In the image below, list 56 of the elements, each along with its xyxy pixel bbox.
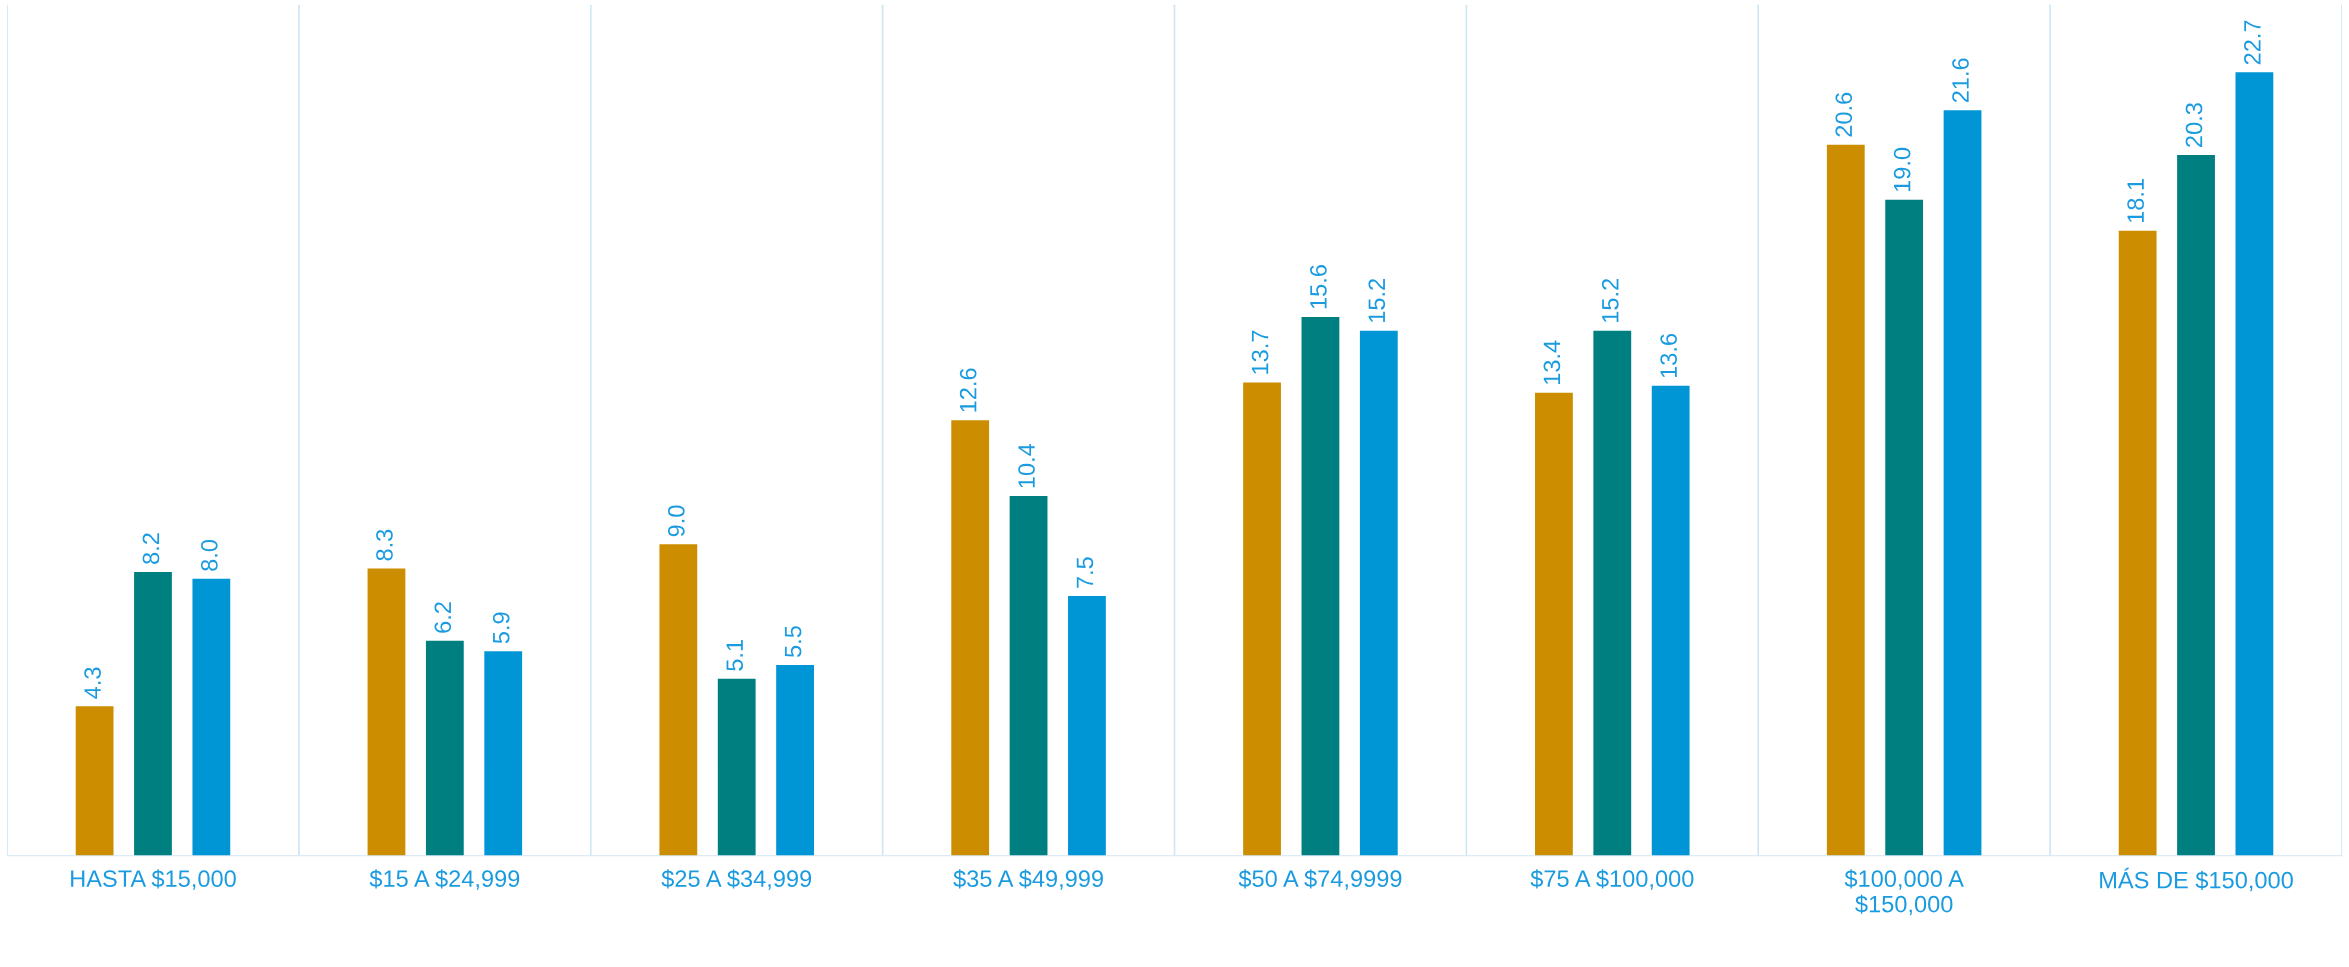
data-label: 19.0	[1893, 147, 1911, 192]
bar	[951, 420, 990, 856]
data-label: 8.0	[200, 539, 218, 571]
data-label: 22.7	[2244, 20, 2261, 65]
bar	[1068, 596, 1106, 856]
x-tick-label: $75 A $100,000	[1530, 869, 1694, 890]
data-label: 21.6	[1952, 58, 1969, 103]
bar	[2118, 230, 2157, 856]
data-label: 15.6	[1310, 265, 1327, 309]
bar	[1301, 316, 1340, 856]
bar	[1651, 385, 1690, 856]
bar	[367, 568, 406, 856]
data-label: 5.5	[784, 626, 802, 658]
data-label: 13.7	[1251, 330, 1269, 374]
data-label: 4.3	[84, 667, 101, 699]
bar	[75, 706, 114, 856]
data-label: 15.2	[1368, 279, 1386, 322]
x-tick-label: $50 A $74,9999	[1238, 869, 1402, 890]
data-label: 9.0	[667, 505, 685, 537]
bar	[1535, 392, 1573, 856]
x-tick-label: $35 A $49,999	[953, 869, 1103, 890]
bar	[1009, 496, 1048, 856]
bar	[717, 678, 756, 856]
bar	[134, 571, 172, 856]
data-label: 6.2	[434, 602, 452, 633]
data-label: 13.6	[1660, 334, 1678, 378]
data-label: 20.6	[1835, 92, 1853, 137]
x-tick-label: $15 A $24,999	[369, 869, 520, 890]
bar	[484, 651, 523, 856]
bar	[192, 578, 231, 856]
bar	[1885, 199, 1924, 856]
data-label: 5.9	[492, 612, 510, 644]
data-label: 12.6	[959, 368, 977, 412]
bar	[1943, 110, 1982, 856]
bar	[1826, 144, 1865, 856]
bar	[1243, 382, 1281, 856]
data-label: 15.2	[1601, 279, 1619, 322]
bar	[1593, 330, 1632, 856]
data-label: 10.4	[1018, 443, 1035, 488]
bar	[1359, 330, 1398, 856]
data-label: 20.3	[2185, 103, 2203, 147]
x-tick-label: HASTA $15,000	[71, 869, 236, 890]
x-tick-label: MÁS DE $150,000	[2100, 867, 2293, 892]
bar	[776, 664, 814, 856]
x-tick-label: $100,000 A $150,000	[1844, 869, 1964, 916]
data-label: 18.1	[2127, 179, 2144, 223]
bar	[2235, 72, 2274, 856]
data-label: 8.2	[142, 533, 160, 564]
bar	[2177, 155, 2215, 856]
data-label: 13.4	[1543, 340, 1561, 385]
bar	[425, 640, 464, 856]
bar	[659, 544, 698, 856]
data-label: 5.1	[726, 640, 744, 671]
data-label: 8.3	[376, 529, 393, 561]
data-label: 7.5	[1076, 557, 1094, 588]
x-tick-label: $25 A $34,999	[661, 869, 812, 890]
